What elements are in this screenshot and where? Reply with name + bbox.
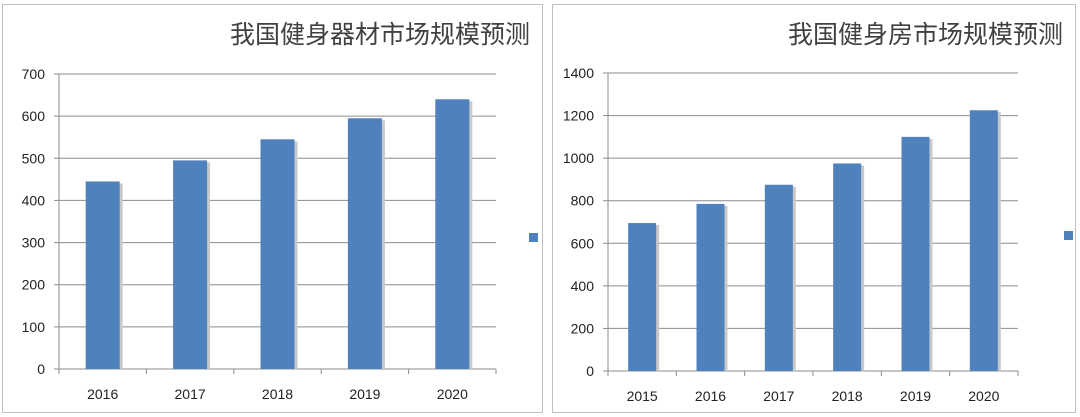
x-tick-label: 2018 <box>832 388 863 404</box>
bar <box>435 99 470 370</box>
bar <box>85 181 120 369</box>
y-tick-label: 100 <box>22 319 46 335</box>
y-tick-label: 600 <box>571 235 595 251</box>
y-tick-label: 700 <box>22 66 46 82</box>
chart-title: 我国健身房市场规模预测 <box>787 20 1063 49</box>
x-tick-label: 2019 <box>900 388 931 404</box>
x-tick-label: 2020 <box>437 386 468 402</box>
x-tick-label: 2017 <box>763 388 794 404</box>
x-tick-label: 2015 <box>627 388 658 404</box>
bar <box>173 160 208 369</box>
bar <box>696 203 725 371</box>
bar <box>969 110 998 371</box>
bar-chart-equipment: 0 100 200 300 400 500 600 700 2016 2017 2018 2019 20… <box>22 66 497 402</box>
x-tick-label: 2019 <box>349 386 380 402</box>
y-tick-label: 400 <box>571 278 595 294</box>
y-tick-label: 800 <box>571 193 595 209</box>
x-tick-label: 2017 <box>175 386 206 402</box>
x-tick-label: 2016 <box>695 388 726 404</box>
y-tick-label: 1000 <box>563 150 594 166</box>
chart-panel-equipment: 我国健身器材市场规模预测 0 100 200 300 400 500 600 700 2016 2… <box>2 4 543 413</box>
bar <box>347 118 382 369</box>
y-tick-label: 1400 <box>563 65 594 81</box>
y-tick-label: 300 <box>22 235 46 251</box>
y-tick-label: 0 <box>586 363 594 379</box>
y-tick-label: 200 <box>571 320 595 336</box>
bar <box>260 139 295 369</box>
y-tick-label: 600 <box>22 108 46 124</box>
x-tick-label: 2018 <box>262 386 293 402</box>
x-tick-label: 2020 <box>968 388 999 404</box>
y-tick-label: 1200 <box>563 108 594 124</box>
bar <box>901 136 930 371</box>
chart-title: 我国健身器材市场规模预测 <box>229 20 530 49</box>
y-tick-label: 400 <box>22 192 46 208</box>
y-tick-label: 200 <box>22 277 46 293</box>
y-tick-label: 0 <box>37 361 45 377</box>
chart-panel-gym: 我国健身房市场规模预测 0 200 400 600 800 1000 1200 1400 201… <box>552 4 1076 413</box>
x-tick-label: 2016 <box>87 386 118 402</box>
legend-marker <box>1064 231 1073 240</box>
bar <box>764 184 793 371</box>
bar-chart-gym: 0 200 400 600 800 1000 1200 1400 2015 2016 2017 201… <box>563 65 1019 404</box>
y-tick-label: 500 <box>22 150 46 166</box>
bar <box>628 223 657 371</box>
bar <box>833 163 862 371</box>
legend-marker <box>529 233 538 242</box>
